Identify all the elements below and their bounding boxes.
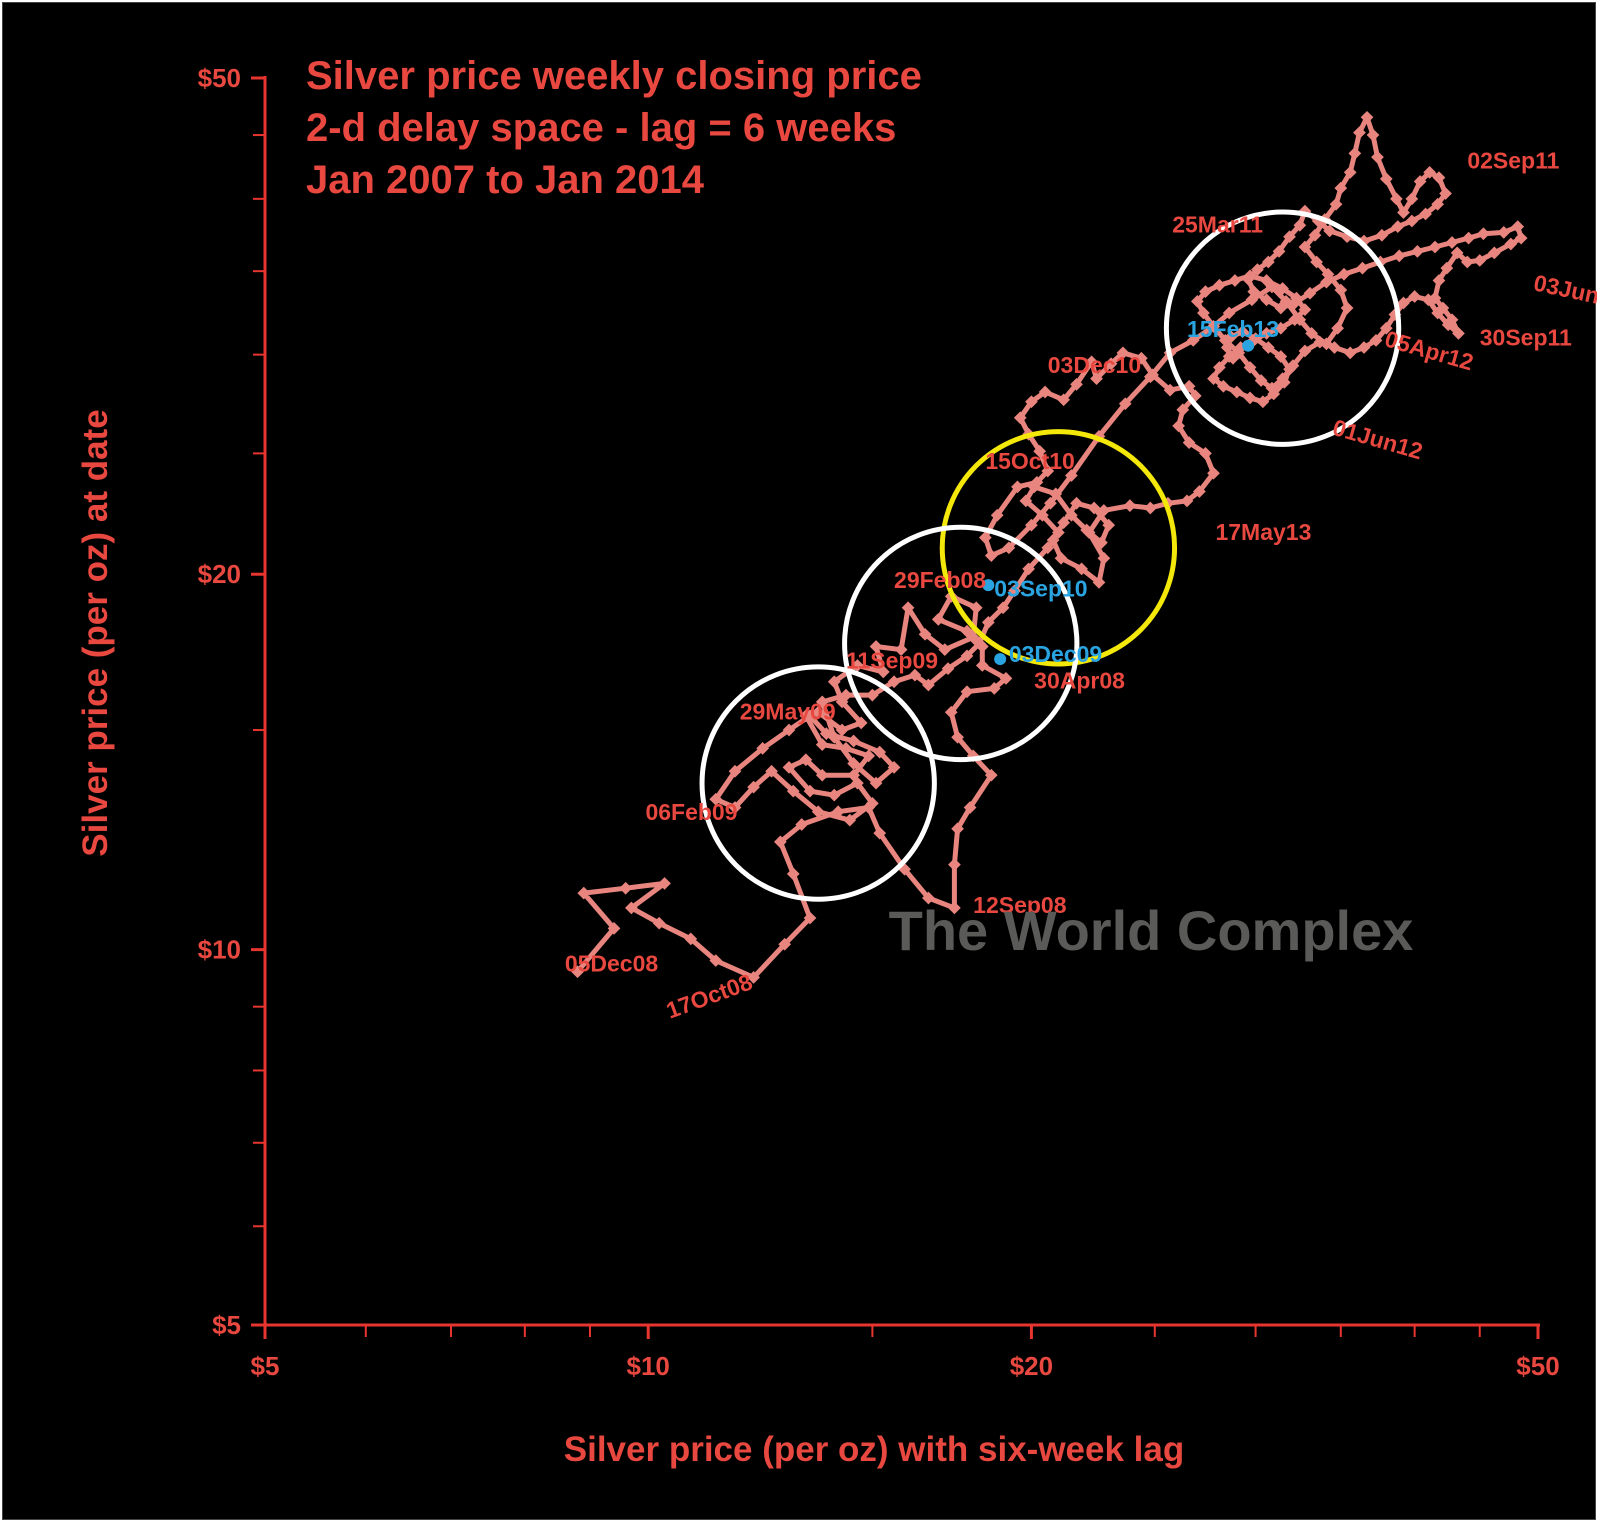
trajectory-point: [1366, 128, 1380, 142]
trajectory-point: [619, 881, 633, 895]
highlight-point: [1242, 339, 1255, 352]
date-label: 03Jun11: [1531, 270, 1597, 314]
trajectory-point: [948, 858, 961, 871]
date-label: 03Dec10: [1048, 352, 1141, 378]
highlight-point: [994, 653, 1007, 666]
date-label: 15Feb13: [1187, 316, 1279, 342]
trajectory-point: [1477, 227, 1490, 241]
trajectory-point: [1462, 231, 1475, 245]
trajectory-point: [1445, 236, 1459, 249]
trajectory-point: [1343, 346, 1357, 360]
y-tick-label: $20: [198, 559, 241, 589]
x-tick-label: $50: [1516, 1351, 1559, 1381]
highlight-point: [982, 579, 995, 592]
trajectory-point: [1348, 147, 1362, 160]
trajectory-point: [1228, 274, 1242, 287]
date-label: 12Sep08: [973, 892, 1067, 918]
date-label: 29Feb08: [894, 567, 986, 593]
x-tick-label: $10: [627, 1351, 670, 1381]
y-axis-label: Silver price (per oz) at date: [76, 409, 115, 856]
trajectory-point: [1411, 245, 1424, 258]
date-label: 15Oct10: [985, 448, 1075, 474]
trajectory-point: [1392, 249, 1406, 263]
delay-space-chart: $5 $10 $20 $50 $5 $10 $20 $50 02Sep11 25Mar11 03J…: [76, 54, 1597, 1469]
trajectory: [571, 110, 1528, 984]
date-label: 02Sep11: [1467, 148, 1559, 174]
date-label: 03Sep10: [994, 575, 1087, 601]
date-label: 06Feb09: [645, 799, 737, 825]
x-axis-label: Silver price (per oz) with six-week lag: [564, 1430, 1184, 1469]
white-circle: [1163, 209, 1402, 447]
highlight-circles: [699, 209, 1402, 902]
date-label: 25Mar11: [1172, 211, 1263, 237]
x-tick-label: $20: [1010, 1351, 1053, 1381]
title-line-2: 2-d delay space - lag = 6 weeks: [306, 106, 896, 150]
trajectory-point: [1123, 499, 1137, 513]
date-label: 30Sep11: [1480, 325, 1572, 351]
white-circle: [699, 664, 937, 902]
white-circle: [842, 524, 1080, 763]
yellow-circle: [939, 429, 1178, 667]
trajectory-point: [1143, 501, 1157, 515]
trajectory-point: [786, 867, 800, 881]
trajectory-point: [1428, 240, 1442, 254]
date-label: 05Dec08: [565, 951, 659, 977]
y-tick-label: $50: [198, 63, 241, 93]
title-line-3: Jan 2007 to Jan 2014: [306, 158, 705, 202]
x-tick-label: $5: [251, 1351, 280, 1381]
axes: $5 $10 $20 $50 $5 $10 $20 $50: [198, 63, 1560, 1381]
trajectory-point: [1356, 261, 1369, 275]
title-line-1: Silver price weekly closing price: [306, 54, 922, 98]
y-tick-label: $10: [198, 935, 241, 965]
date-label: 29May09: [740, 698, 836, 724]
date-label: 30Apr08: [1034, 667, 1125, 693]
watermark: The World Complex: [889, 899, 1414, 962]
date-label: 11Sep09: [846, 648, 938, 674]
date-label: 17Oct08: [663, 968, 756, 1023]
date-label: 01Jun12: [1330, 414, 1426, 464]
y-tick-label: $5: [212, 1310, 241, 1340]
date-label: 17May13: [1215, 519, 1311, 545]
date-label: 03Dec09: [1009, 641, 1102, 667]
